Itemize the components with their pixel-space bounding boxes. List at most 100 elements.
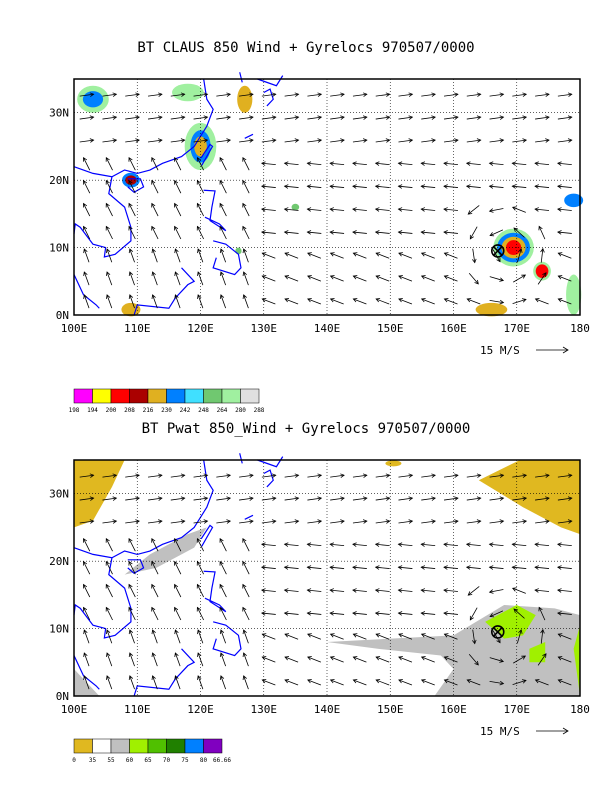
wind-vector <box>152 248 158 263</box>
wind-vector <box>330 275 344 282</box>
wind-vector <box>535 162 550 166</box>
wind-vector-head <box>472 639 477 645</box>
wind-vector <box>375 520 390 524</box>
wind-vector-head <box>180 138 186 143</box>
wind-vector <box>102 93 117 97</box>
wind-vector-head <box>329 184 334 189</box>
wind-vector-head <box>317 496 323 501</box>
wind-vector <box>174 180 182 194</box>
wind-vector-head <box>283 207 289 212</box>
wind-vector-head <box>511 565 517 570</box>
wind-vector <box>489 162 504 166</box>
wind-vector <box>261 589 276 592</box>
wind-vector <box>262 633 276 640</box>
wind-vector-head <box>557 252 563 257</box>
wind-vector-head <box>329 252 335 257</box>
wind-vector-head <box>352 656 358 661</box>
wind-vector-head <box>374 588 380 593</box>
wind-vector <box>239 474 254 478</box>
wind-vector-head <box>307 633 312 638</box>
wind-vector <box>330 252 344 259</box>
wind-vector <box>375 679 390 686</box>
wind-vector-head <box>196 156 201 162</box>
wind-vector-head <box>128 225 133 231</box>
wind-vector-head <box>196 606 201 612</box>
wind-vector-head <box>128 537 133 543</box>
wind-vector <box>398 566 413 569</box>
cloud-top-shading <box>121 302 141 317</box>
wind-vector-head <box>242 248 247 254</box>
wind-vector-head <box>557 565 562 570</box>
wind-vector-head <box>197 652 202 658</box>
wind-vector-head <box>249 496 254 501</box>
wind-vector <box>466 116 481 120</box>
wind-vector <box>421 497 436 501</box>
wind-vector-head <box>329 656 335 661</box>
panel-0: 100E 110E 120E 130E 140E 150E 160E 170E 180 0N 10N… <box>49 72 590 414</box>
wind-vector-head <box>284 656 290 661</box>
wind-vector-head <box>385 138 391 143</box>
wind-vector-head <box>307 656 312 661</box>
wind-vector <box>512 497 527 501</box>
wind-vector <box>540 248 544 263</box>
wind-vector-head <box>329 298 335 303</box>
wind-vector <box>443 139 458 143</box>
wind-vector-head <box>362 92 368 97</box>
wind-vector <box>170 116 185 120</box>
wind-vector-head <box>374 542 380 547</box>
wind-vector-head <box>443 679 449 684</box>
wind-vector <box>261 566 276 569</box>
wind-vector <box>174 203 182 217</box>
wind-vector-head <box>242 294 247 299</box>
wind-vector <box>83 271 90 286</box>
wind-vector <box>535 679 549 686</box>
wind-vector-head <box>420 161 426 166</box>
wind-vector-head <box>465 565 471 570</box>
wind-vector-head <box>454 115 459 120</box>
wind-vector-head <box>476 496 482 501</box>
wind-vector-head <box>219 271 225 277</box>
wind-vector-head <box>226 115 232 120</box>
wind-vector <box>284 612 299 615</box>
lon-tick-label: 100E <box>61 322 88 335</box>
wind-vector <box>375 208 390 211</box>
wind-vector-head <box>511 206 517 211</box>
wind-vector-head <box>284 633 290 638</box>
wind-vector-head <box>385 496 391 501</box>
wind-vector-head <box>375 633 381 638</box>
wind-vector-head <box>106 629 111 635</box>
wind-vector-head <box>567 92 573 97</box>
wind-vector <box>398 520 413 524</box>
colorbar-swatch <box>110 738 130 754</box>
wind-vector <box>489 229 504 236</box>
wind-vector-head <box>135 473 140 478</box>
wind-vector <box>106 652 113 667</box>
coastline <box>200 524 214 547</box>
wind-vector <box>147 520 162 524</box>
wind-vector-head <box>158 138 163 143</box>
wind-vector <box>307 252 322 259</box>
wind-vector <box>443 543 458 547</box>
wind-vector-head <box>219 583 224 589</box>
wind-vector-head <box>488 161 494 166</box>
wind-vector <box>262 656 276 663</box>
wind-vector <box>330 566 345 569</box>
wind-vector-head <box>128 271 134 277</box>
wind-vector <box>352 116 367 120</box>
wind-vector-head <box>362 473 368 478</box>
wind-vector <box>330 656 344 663</box>
shading-layer <box>77 83 584 317</box>
wind-vector <box>557 497 572 501</box>
wind-vector-head <box>398 679 403 684</box>
colorbar-tick-label: 280 <box>235 407 246 414</box>
wind-vector <box>79 474 94 478</box>
wind-vector <box>83 607 91 621</box>
wind-vector <box>558 252 572 259</box>
wind-vector <box>193 474 208 478</box>
wind-vector <box>538 226 546 240</box>
wind-vector-head <box>443 542 448 547</box>
wind-vector <box>219 538 227 552</box>
wind-vector <box>307 543 322 547</box>
wind-vector <box>466 162 481 166</box>
wind-vector <box>307 93 322 97</box>
